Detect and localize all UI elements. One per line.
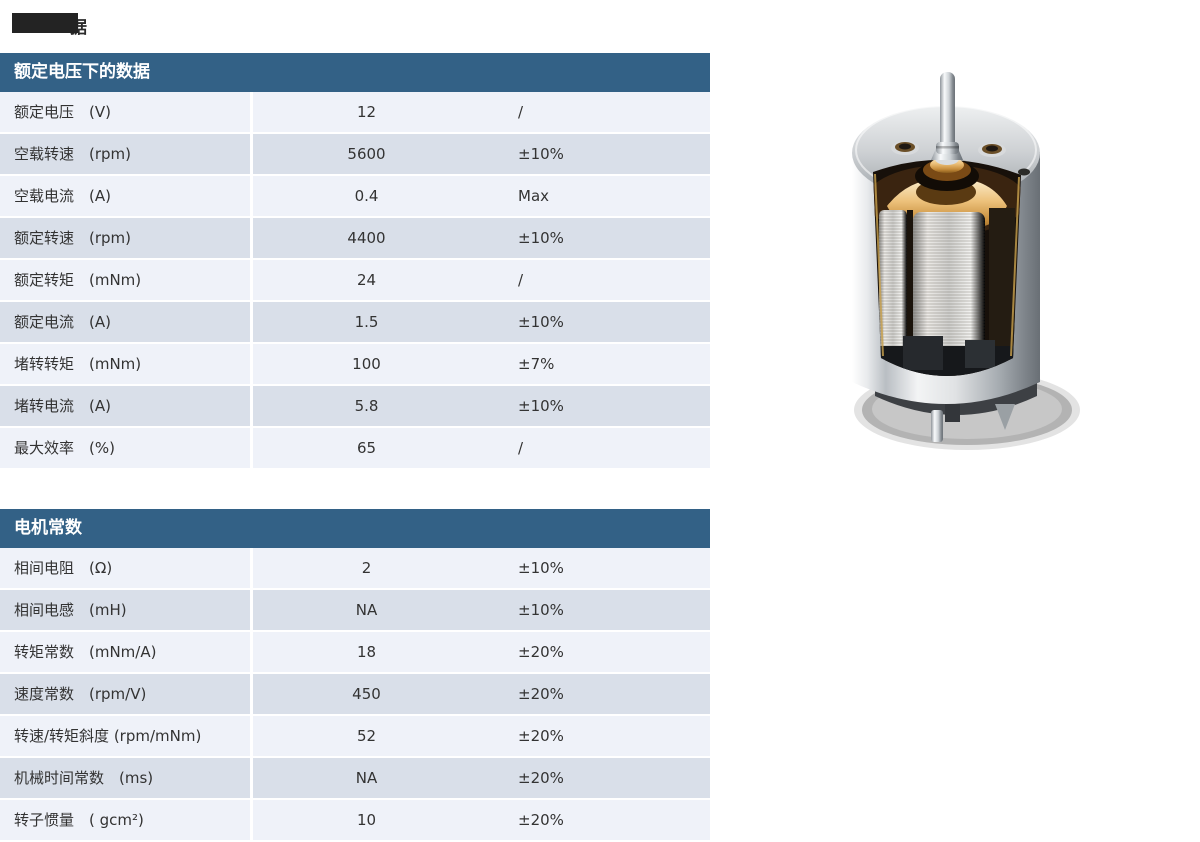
motor-pin-tab xyxy=(945,402,960,422)
table-row: 堵转转矩 (mNm) 100 ±7% xyxy=(0,344,710,386)
spec-value: 5600 xyxy=(250,134,480,174)
spec-tolerance: ±10% xyxy=(518,397,564,415)
redacted-title: 据 xyxy=(0,8,200,38)
spec-tolerance: ±10% xyxy=(518,229,564,247)
spec-label: 额定电压 (V) xyxy=(14,103,111,121)
spec-label: 转速/转矩斜度 (rpm/mNm) xyxy=(14,727,202,745)
spec-label: 空载电流 (A) xyxy=(14,187,111,205)
motor-constants-table: 电机常数 相间电阻 (Ω) 2 ±10% 相间电感 (mH) NA ±10% 转… xyxy=(0,509,710,842)
motor-cutaway-image xyxy=(845,60,1080,458)
spec-tolerance: / xyxy=(518,271,524,289)
motor-constants-table-body: 相间电阻 (Ω) 2 ±10% 相间电感 (mH) NA ±10% 转矩常数 (… xyxy=(0,548,710,842)
spec-value: 10 xyxy=(250,800,480,840)
spec-label: 转子惯量 ( gcm²) xyxy=(14,811,144,829)
motor-shaft xyxy=(936,72,959,154)
spec-tolerance: ±10% xyxy=(518,601,564,619)
spec-tolerance: Max xyxy=(518,187,550,205)
table-row: 最大效率 (%) 65 / xyxy=(0,428,710,470)
motor-small-hole xyxy=(1018,168,1030,176)
spec-label: 相间电感 (mH) xyxy=(14,601,127,619)
motor-cutaway-svg xyxy=(852,72,1080,450)
spec-value: 18 xyxy=(250,632,480,672)
spec-value: 52 xyxy=(250,716,480,756)
motor-pin xyxy=(931,410,943,442)
table-row: 速度常数 (rpm/V) 450 ±20% xyxy=(0,674,710,716)
spec-tolerance: / xyxy=(518,103,524,121)
spec-value: 100 xyxy=(250,344,480,384)
spec-label: 最大效率 (%) xyxy=(14,439,115,457)
spec-value: NA xyxy=(250,590,480,630)
spec-tolerance: ±20% xyxy=(518,643,564,661)
table-row: 堵转电流 (A) 5.8 ±10% xyxy=(0,386,710,428)
spec-label: 机械时间常数 (ms) xyxy=(14,769,154,787)
spec-tolerance: ±20% xyxy=(518,727,564,745)
spec-label: 转矩常数 (mNm/A) xyxy=(14,643,157,661)
spec-tolerance: ±10% xyxy=(518,559,564,577)
motor-mount-hole xyxy=(891,141,919,155)
motor-mount-hole xyxy=(978,143,1006,157)
table-row: 额定电压 (V) 12 / xyxy=(0,92,710,134)
table-row: 空载电流 (A) 0.4 Max xyxy=(0,176,710,218)
spec-value: 450 xyxy=(250,674,480,714)
table-row: 额定转速 (rpm) 4400 ±10% xyxy=(0,218,710,260)
spec-tolerance: / xyxy=(518,439,524,457)
table-row: 机械时间常数 (ms) NA ±20% xyxy=(0,758,710,800)
motor-fin xyxy=(995,404,1015,430)
rated-voltage-table-title: 额定电压下的数据 xyxy=(0,53,710,92)
table-row: 额定转矩 (mNm) 24 / xyxy=(0,260,710,302)
spec-label: 额定电流 (A) xyxy=(14,313,111,331)
spec-label: 额定转矩 (mNm) xyxy=(14,271,142,289)
spec-value: 12 xyxy=(250,92,480,132)
spec-value: 24 xyxy=(250,260,480,300)
table-row: 转矩常数 (mNm/A) 18 ±20% xyxy=(0,632,710,674)
spec-label: 相间电阻 (Ω) xyxy=(14,559,113,577)
motor-bearing-stack xyxy=(915,141,979,191)
spec-tolerance: ±20% xyxy=(518,769,564,787)
spec-value: 0.4 xyxy=(250,176,480,216)
redaction-box xyxy=(12,13,78,33)
table-row: 额定电流 (A) 1.5 ±10% xyxy=(0,302,710,344)
spec-tolerance: ±7% xyxy=(518,355,555,373)
rated-voltage-table: 额定电压下的数据 额定电压 (V) 12 / 空载转速 (rpm) 5600 ±… xyxy=(0,53,710,470)
table-row: 转速/转矩斜度 (rpm/mNm) 52 ±20% xyxy=(0,716,710,758)
spec-tolerance: ±20% xyxy=(518,685,564,703)
spec-label: 堵转转矩 (mNm) xyxy=(14,355,142,373)
spec-value: 65 xyxy=(250,428,480,468)
spec-label: 堵转电流 (A) xyxy=(14,397,111,415)
table-row: 相间电阻 (Ω) 2 ±10% xyxy=(0,548,710,590)
spec-value: 2 xyxy=(250,548,480,588)
table-row: 空载转速 (rpm) 5600 ±10% xyxy=(0,134,710,176)
spec-tolerance: ±10% xyxy=(518,313,564,331)
spec-value: 4400 xyxy=(250,218,480,258)
table-row: 相间电感 (mH) NA ±10% xyxy=(0,590,710,632)
table-row: 转子惯量 ( gcm²) 10 ±20% xyxy=(0,800,710,842)
spec-label: 额定转速 (rpm) xyxy=(14,229,132,247)
spec-tolerance: ±10% xyxy=(518,145,564,163)
motor-constants-table-title: 电机常数 xyxy=(0,509,710,548)
spec-label: 速度常数 (rpm/V) xyxy=(14,685,147,703)
rated-voltage-table-body: 额定电压 (V) 12 / 空载转速 (rpm) 5600 ±10% 空载电流 … xyxy=(0,92,710,470)
spec-value: 1.5 xyxy=(250,302,480,342)
spec-tolerance: ±20% xyxy=(518,811,564,829)
spec-label: 空载转速 (rpm) xyxy=(14,145,132,163)
spec-value: 5.8 xyxy=(250,386,480,426)
spec-value: NA xyxy=(250,758,480,798)
